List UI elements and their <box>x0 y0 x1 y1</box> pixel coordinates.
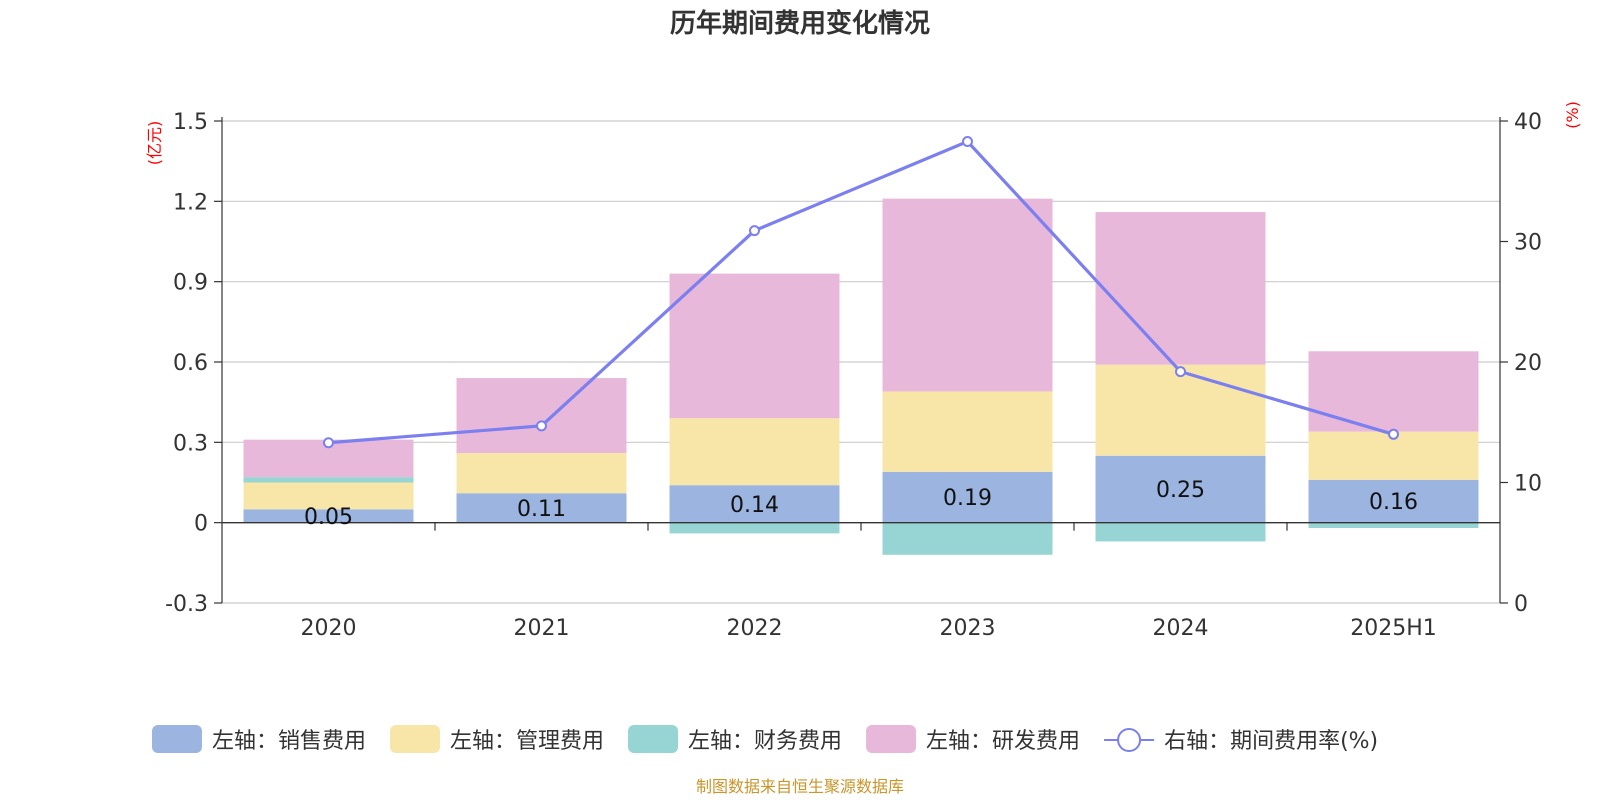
bar-segment <box>882 198 1053 392</box>
legend-label: 左轴：管理费用 <box>450 729 604 754</box>
legend-swatch <box>866 725 917 753</box>
right-axis-unit: (%) <box>1563 101 1582 129</box>
axes: -0.3 0 0.3 0.6 0.9 1.2 1.5 0 10 20 30 40 2020 2021 202… <box>165 110 1542 641</box>
bar-segment <box>1095 455 1266 523</box>
right-tick-label: 10 <box>1514 472 1542 497</box>
bar-segment <box>669 273 840 419</box>
bar-segment <box>1095 522 1266 542</box>
left-tick-label: 1.2 <box>173 190 208 215</box>
bar-segment <box>456 493 627 523</box>
legend-swatch <box>390 725 441 753</box>
left-tick-label: 1.5 <box>173 110 208 135</box>
bar-segment <box>669 418 840 486</box>
data-label: 0.11 <box>517 497 566 522</box>
x-tick-label: 2023 <box>940 616 996 641</box>
right-tick-label: 0 <box>1514 592 1528 617</box>
right-tick-label: 20 <box>1514 351 1542 376</box>
rate-point <box>1388 428 1399 440</box>
bar-segment <box>1308 479 1479 523</box>
rate-point <box>1175 366 1186 378</box>
rate-line <box>323 135 1399 449</box>
bar-segment <box>243 477 414 483</box>
bar-segment <box>1308 522 1479 529</box>
left-axis-unit: (亿元) <box>145 121 164 166</box>
data-label: 0.14 <box>730 493 779 518</box>
x-tick-label: 2025H1 <box>1350 616 1437 641</box>
x-tick-label: 2022 <box>727 616 783 641</box>
source-note: 制图数据来自恒生聚源数据库 <box>696 777 904 796</box>
bar-segment <box>1095 212 1266 365</box>
data-label: 0.05 <box>304 505 353 530</box>
legend-label: 左轴：财务费用 <box>688 729 842 754</box>
rate-point <box>749 225 760 237</box>
bars <box>243 198 1479 555</box>
x-tick-label: 2020 <box>301 616 357 641</box>
chart-title: 历年期间费用变化情况 <box>670 8 930 39</box>
legend-marker <box>1117 728 1142 752</box>
legend: 左轴：销售费用 左轴：管理费用 左轴：财务费用 左轴：研发费用 右轴：期间费用率(%) <box>152 725 1378 754</box>
bar-segment <box>1308 351 1479 432</box>
bar-segment <box>456 453 627 494</box>
legend-label: 右轴：期间费用率(%) <box>1164 729 1378 754</box>
left-tick-label: 0 <box>194 512 208 537</box>
data-label: 0.19 <box>943 486 992 511</box>
data-labels: 0.05 0.11 0.14 0.19 0.25 0.16 <box>304 478 1418 530</box>
bar-segment <box>456 378 627 454</box>
bar-segment <box>1095 364 1266 456</box>
rate-point <box>323 437 334 449</box>
legend-label: 左轴：研发费用 <box>926 729 1080 754</box>
bar-segment <box>669 522 840 534</box>
bar-segment <box>882 391 1053 472</box>
bar-segment <box>882 471 1053 523</box>
data-label: 0.25 <box>1156 478 1205 503</box>
right-tick-label: 40 <box>1514 110 1542 135</box>
bar-segment <box>669 485 840 523</box>
data-label: 0.16 <box>1369 490 1418 515</box>
bar-segment <box>243 482 414 510</box>
left-tick-label: 0.6 <box>173 351 208 376</box>
left-tick-label: -0.3 <box>165 592 208 617</box>
x-tick-label: 2024 <box>1153 616 1209 641</box>
legend-swatch <box>628 725 679 753</box>
right-tick-label: 30 <box>1514 231 1542 256</box>
x-tick-label: 2021 <box>514 616 570 641</box>
bar-segment <box>243 509 414 523</box>
rate-point <box>962 135 973 147</box>
gridlines <box>222 120 1500 604</box>
legend-label: 左轴：销售费用 <box>212 729 366 754</box>
legend-swatch <box>152 725 202 753</box>
left-tick-label: 0.3 <box>173 431 208 456</box>
left-tick-label: 0.9 <box>173 271 208 296</box>
bar-segment <box>882 522 1053 555</box>
rate-line-path <box>328 139 1394 445</box>
rate-point <box>536 420 547 432</box>
